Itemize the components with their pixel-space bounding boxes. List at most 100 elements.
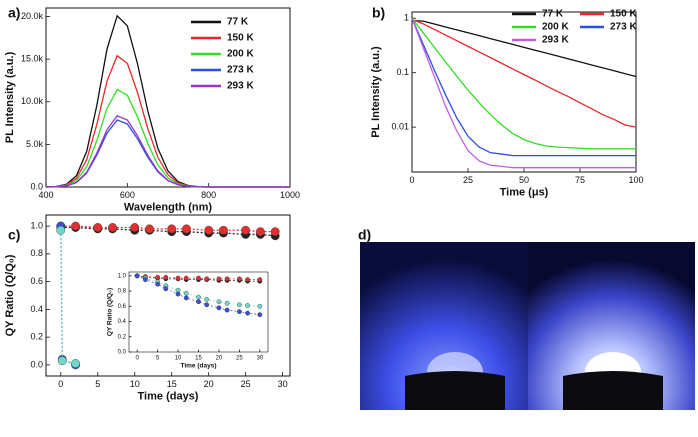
data-point xyxy=(270,227,280,237)
y-tick-label: 0.0 xyxy=(30,359,43,369)
data-point xyxy=(236,302,242,308)
series-line xyxy=(411,17,636,169)
y-axis-title: PL Intensity (a.u.) xyxy=(370,46,382,138)
data-point xyxy=(216,276,222,282)
x-tick-label: 100 xyxy=(628,175,643,185)
y-tick-label: 0.01 xyxy=(391,122,409,132)
y-tick-label: 0.8 xyxy=(118,289,127,295)
x-tick-label: 25 xyxy=(463,175,473,185)
legend-label: 273 K xyxy=(610,22,637,33)
data-point xyxy=(236,309,242,315)
y-axis-title: QY Ratio (Q/Q₀) xyxy=(107,288,114,336)
panel-label: d) xyxy=(358,227,371,243)
series-line xyxy=(411,18,637,128)
y-tick-label: 15.0k xyxy=(21,54,44,64)
data-point xyxy=(257,303,263,309)
y-tick-label: 0.1 xyxy=(396,67,409,77)
data-point xyxy=(219,225,228,235)
series-line xyxy=(45,115,290,188)
x-tick-label: 30 xyxy=(256,355,263,361)
data-point xyxy=(155,274,161,280)
x-tick-label: 5 xyxy=(95,379,100,389)
legend-label: 200 K xyxy=(227,49,254,60)
y-tick-label: 0.6 xyxy=(118,304,127,310)
data-point xyxy=(196,294,201,300)
data-point xyxy=(224,276,230,282)
x-axis-title: Time (μs) xyxy=(500,187,549,199)
x-tick-label: 10 xyxy=(175,355,182,361)
data-point xyxy=(204,276,210,282)
data-point xyxy=(175,275,181,281)
data-point xyxy=(216,305,222,311)
y-tick-label: 0.0 xyxy=(118,350,127,356)
x-tick-label: 600 xyxy=(120,190,135,200)
data-point xyxy=(216,299,222,305)
data-point xyxy=(183,275,189,281)
x-axis-title: Wavelength (nm) xyxy=(124,202,213,214)
data-point xyxy=(155,281,161,287)
plot-frame xyxy=(411,11,637,173)
data-point xyxy=(108,223,117,232)
data-point xyxy=(204,302,210,308)
data-point xyxy=(257,312,263,318)
x-tick-label: 0 xyxy=(136,355,140,361)
y-tick-label: 0.0 xyxy=(30,181,43,191)
y-tick-label: 0.8 xyxy=(30,248,43,258)
data-point xyxy=(183,295,189,301)
x-tick-label: 0 xyxy=(58,379,63,389)
data-point xyxy=(56,225,66,235)
data-point xyxy=(196,299,201,305)
data-point xyxy=(245,277,250,283)
x-tick-label: 75 xyxy=(575,175,585,185)
data-point xyxy=(256,227,265,237)
data-point xyxy=(142,277,148,283)
data-point xyxy=(182,224,191,234)
data-point xyxy=(57,356,67,366)
data-point xyxy=(134,273,140,279)
legend-label: 150 K xyxy=(227,33,254,44)
y-tick-label: 0.2 xyxy=(30,332,43,342)
data-point xyxy=(93,223,103,232)
x-tick-label: 20 xyxy=(216,355,223,361)
x-axis-title: Time (days) xyxy=(138,391,199,403)
y-tick-label: 5.0k xyxy=(26,139,44,149)
data-point xyxy=(204,225,214,235)
y-tick-label: 1.0 xyxy=(118,273,127,279)
panel-label: a) xyxy=(8,5,20,21)
x-tick-label: 25 xyxy=(236,355,243,361)
series-line xyxy=(45,88,290,188)
legend-label: 273 K xyxy=(227,65,254,76)
data-point xyxy=(236,276,242,282)
photo xyxy=(360,242,695,410)
data-point xyxy=(71,359,80,368)
plot-frame xyxy=(45,7,291,188)
data-point xyxy=(130,223,140,232)
data-point xyxy=(241,225,251,235)
x-tick-label: 20 xyxy=(204,379,214,389)
x-tick-label: 0 xyxy=(409,175,414,185)
inset-background xyxy=(129,272,268,352)
x-tick-label: 1000 xyxy=(280,190,300,200)
y-tick-label: 1 xyxy=(404,13,409,23)
legend-label: 77 K xyxy=(542,9,564,20)
legend-label: 77 K xyxy=(227,17,249,28)
data-point xyxy=(163,274,169,280)
y-tick-label: 0.4 xyxy=(30,304,43,314)
x-tick-label: 800 xyxy=(201,190,216,200)
panel-label: b) xyxy=(372,5,385,21)
y-tick-label: 0.2 xyxy=(118,334,127,340)
data-point xyxy=(183,290,189,296)
x-tick-label: 15 xyxy=(195,355,202,361)
data-point xyxy=(245,310,250,316)
y-axis-title: QY Ratio (Q/Q₀) xyxy=(4,254,16,336)
series-line xyxy=(411,20,637,78)
led-base xyxy=(563,371,663,410)
plot-frame xyxy=(45,214,291,377)
data-point xyxy=(175,291,181,297)
panel-label: c) xyxy=(8,227,20,243)
x-tick-label: 10 xyxy=(130,379,140,389)
x-tick-label: 30 xyxy=(278,379,288,389)
x-axis-title: Time (days) xyxy=(180,363,216,370)
led-base xyxy=(405,371,505,410)
